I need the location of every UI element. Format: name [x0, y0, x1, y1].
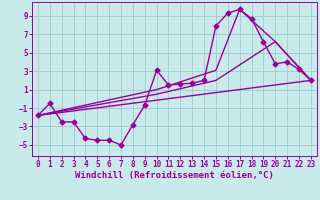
X-axis label: Windchill (Refroidissement éolien,°C): Windchill (Refroidissement éolien,°C) — [75, 171, 274, 180]
